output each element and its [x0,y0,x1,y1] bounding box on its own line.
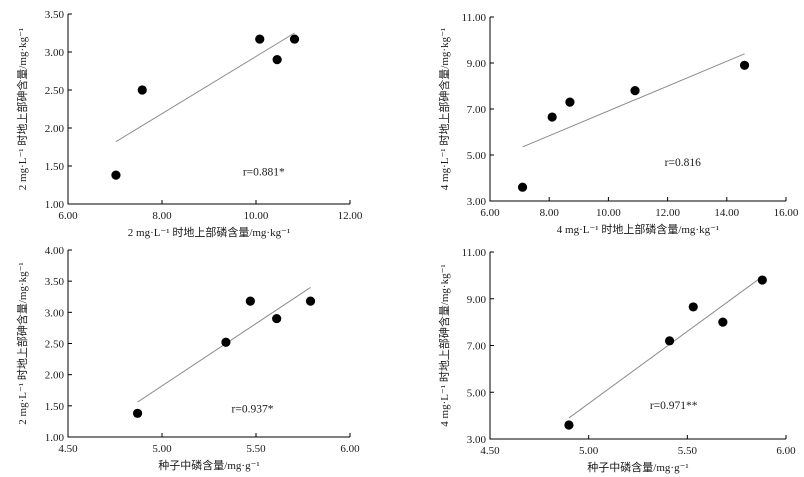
y-axis-title: 2 mg·L⁻¹ 时地上部砷含量/mg·kg⁻¹ [15,262,29,424]
data-point [547,112,557,122]
y-tick-label: 2.50 [45,339,65,351]
y-tick-label: 3.50 [45,9,65,21]
y-tick-label: 1.00 [45,199,65,211]
axes-frame [67,250,350,438]
data-point [111,170,121,180]
x-axis-title: 4 mg·L⁻¹ 时地上部磷含量/mg·kg⁻¹ [557,222,719,236]
x-axis-title: 种子中磷含量/mg·g⁻¹ [587,460,688,474]
y-tick-label: 3.50 [45,276,65,288]
x-tick-label: 14.00 [714,207,739,219]
data-point [305,296,316,306]
data-point [757,275,767,285]
x-tick-label: 10.00 [244,210,269,222]
panel-1: 6.00 8.00 10.00 12.00 1.00 1.50 2.00 2.50 3.00 3.… [15,9,363,239]
data-point [289,34,300,44]
y-tick-label: 1.50 [45,401,65,413]
axes-frame [489,252,786,440]
fit-line [568,276,763,419]
x-axis-title: 2 mg·L⁻¹ 时地上部磷含量/mg·kg⁻¹ [128,225,290,239]
data-point [739,60,750,70]
data-point [221,337,231,347]
y-tick-label: 3.00 [45,47,65,59]
data-point [664,336,675,346]
data-point [132,408,143,418]
x-tick-label: 4.50 [480,445,500,457]
correlation-label: r=0.881* [243,167,285,179]
y-tick-label: 7.00 [467,341,487,353]
x-tick-label: 12.00 [655,207,680,219]
x-tick-label: 6.00 [340,443,360,455]
y-tick-label: 11.00 [462,247,487,259]
y-tick-label: 9.00 [467,58,487,70]
correlation-label: r=0.971** [650,400,698,412]
x-tick-label: 5.00 [579,445,599,457]
y-axis-title: 4 mg·L⁻¹ 时地上部砷含量/mg·kg⁻¹ [437,264,451,426]
y-tick-label: 5.00 [467,150,487,162]
axes-frame [489,17,786,202]
data-point [272,55,282,65]
x-tick-label: 8.00 [152,210,172,222]
x-tick-label: 5.50 [246,443,266,455]
x-tick-label: 6.00 [776,445,796,457]
y-axis-title: 4 mg·L⁻¹ 时地上部砷含量/mg·kg⁻¹ [437,28,451,190]
y-tick-label: 1.50 [45,161,65,173]
panel-4: 4.50 5.00 5.50 6.00 3.00 5.00 7.00 9.00 11.00 r=0… [437,247,796,474]
data-point [630,86,640,96]
y-tick-label: 2.50 [45,85,65,97]
y-tick-label: 9.00 [467,294,487,306]
data-point [688,302,698,312]
axes-frame [67,14,350,205]
data-point [718,317,728,327]
x-tick-label: 12.00 [338,210,363,222]
x-tick-label: 6.00 [58,210,78,222]
data-point [517,182,528,192]
x-tick-label: 5.00 [152,443,172,455]
correlation-label: r=0.937* [232,404,274,416]
data-point [272,313,282,324]
y-tick-label: 4.00 [45,245,65,257]
x-tick-label: 6.00 [480,207,500,219]
data-point [564,420,574,430]
y-tick-label: 1.00 [45,432,65,444]
data-point [245,296,255,306]
data-point [565,97,575,107]
y-axis-title: 2 mg·L⁻¹ 时地上部砷含量/mg·kg⁻¹ [15,28,29,190]
correlation-label: r=0.816 [665,157,701,169]
x-tick-label: 16.00 [774,207,799,219]
x-tick-label: 8.00 [540,207,560,219]
y-tick-label: 2.00 [45,123,65,135]
x-tick-label: 5.50 [678,445,698,457]
fit-line [522,53,745,148]
y-tick-label: 11.00 [462,12,487,24]
y-tick-label: 7.00 [467,104,487,116]
panel-3: 4.50 5.00 5.50 6.00 1.00 1.50 2.00 2.50 3.00 3.50… [15,245,360,472]
data-point [137,85,147,95]
fit-line [115,32,295,143]
y-tick-label: 3.00 [45,307,65,319]
panel-2: 6.00 8.00 10.00 12.00 14.00 16.00 3.00 5.00 7.00… [437,12,799,236]
y-tick-label: 5.00 [467,387,487,399]
data-point [255,34,265,44]
x-tick-label: 10.00 [596,207,621,219]
x-tick-label: 4.50 [58,443,78,455]
y-tick-label: 2.00 [45,370,65,382]
x-axis-title: 种子中磷含量/mg·g⁻¹ [158,458,259,472]
y-tick-label: 3.00 [467,434,487,446]
y-tick-label: 3.00 [467,196,487,208]
